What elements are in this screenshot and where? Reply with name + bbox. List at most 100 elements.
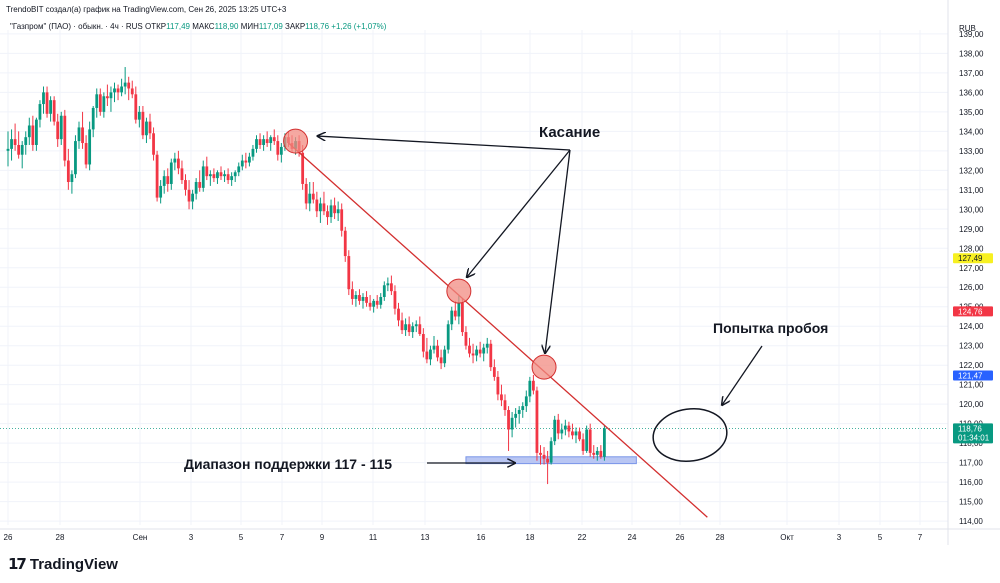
candle-body [592, 452, 596, 455]
x-tick-label: 24 [628, 533, 637, 542]
y-tick-label: 135,00 [959, 108, 984, 117]
close-value: 118,76 [305, 22, 330, 31]
candle-body [560, 429, 564, 434]
candle-body [31, 125, 35, 145]
price-axis[interactable]: RUB114,00115,00116,00117,00118,00119,001… [947, 0, 993, 545]
candle-body [223, 174, 226, 177]
candle-body [141, 111, 145, 136]
candle-body [489, 343, 493, 368]
candle-body [35, 119, 38, 145]
price-label-box [953, 423, 993, 444]
candle-body [240, 160, 244, 167]
y-tick-label: 121,00 [959, 381, 984, 390]
tradingview-logo[interactable]: 17 TradingView [8, 555, 118, 573]
candle-body [492, 367, 496, 377]
touch-annotation: Касание [539, 124, 600, 141]
candle-body [120, 86, 123, 93]
candle-body [233, 172, 237, 177]
candle-body [588, 429, 592, 453]
candle-body [95, 94, 99, 108]
candle-body [248, 156, 251, 163]
candle-body [6, 148, 10, 151]
y-tick-label: 128,00 [959, 244, 984, 253]
y-tick-label: 124,00 [959, 322, 984, 331]
x-tick-label: 28 [56, 533, 65, 542]
price-label-box [953, 370, 993, 381]
low-value: 117,09 [258, 22, 283, 31]
candle-body [375, 300, 379, 305]
candle-body [418, 324, 422, 335]
resistance-trendline [288, 142, 708, 518]
candle-body [169, 162, 173, 184]
candle-body [49, 100, 52, 114]
candle-body [159, 185, 163, 198]
touch-arrow [467, 149, 571, 277]
candle-body [106, 96, 109, 99]
y-tick-label: 126,00 [959, 283, 984, 292]
high-label: МАКС [192, 22, 215, 31]
candle-body [532, 380, 535, 391]
support-annotation: Диапазон поддержки 117 - 115 [184, 456, 392, 472]
candle-body [539, 452, 542, 455]
touch-arrow [318, 136, 571, 151]
candle-body [63, 115, 67, 161]
candle-body [279, 146, 283, 155]
open-value: 117,49 [166, 22, 190, 31]
y-tick-label: 118,00 [959, 439, 983, 448]
candle-body [503, 400, 507, 411]
candle-body [134, 94, 138, 120]
currency-label: RUB [959, 24, 976, 33]
candle-body [574, 431, 578, 436]
candle-body [567, 425, 571, 432]
candle-body [599, 450, 603, 457]
candle-body [581, 439, 585, 451]
x-tick-label: Сен [133, 533, 148, 542]
time-axis[interactable]: 26 28 Сен 3 5 7 9 11 13 16 18 22 24 26 28 Окт 3 5 7 [0, 528, 1000, 542]
x-tick-label: 5 [239, 533, 244, 542]
price-label-timer: 01:34:01 [958, 433, 990, 442]
candle-body [390, 283, 393, 292]
open-label: ОТКР [145, 22, 167, 31]
x-tick-label: 11 [369, 533, 378, 542]
candle-body [421, 334, 425, 352]
candle-body [127, 82, 131, 89]
candle-body [386, 283, 390, 286]
candle-body [13, 139, 17, 145]
candle-body [450, 310, 454, 325]
candle-body [578, 431, 581, 440]
candle-body [414, 324, 418, 327]
y-tick-label: 138,00 [959, 49, 984, 58]
x-tick-label: 26 [4, 533, 13, 542]
candle-body [52, 100, 56, 122]
candle-body [24, 137, 28, 145]
candle-body [336, 209, 340, 214]
trendline-layer [283, 128, 708, 518]
candle-body [372, 300, 376, 307]
tradingview-brand: TradingView [29, 555, 118, 573]
candle-body [184, 180, 187, 190]
candle-body [524, 396, 528, 407]
candle-body [485, 343, 489, 348]
candle-body [237, 166, 241, 173]
candle-body [340, 209, 344, 231]
x-tick-label: 3 [189, 533, 194, 542]
candle-body [553, 419, 557, 442]
candle-body [230, 176, 234, 181]
candle-body [404, 324, 407, 331]
y-tick-label: 117,00 [959, 459, 983, 468]
y-tick-label: 134,00 [959, 127, 984, 136]
annotations: Касание Попытка пробоя Диапазон поддержки … [184, 124, 828, 472]
candle-body [379, 296, 383, 305]
x-tick-label: 5 [878, 533, 883, 542]
candle-body [244, 160, 248, 163]
candle-body [145, 121, 148, 136]
candle-body [109, 92, 113, 99]
y-tick-label: 116,00 [959, 478, 983, 487]
candle-body [407, 324, 411, 333]
candle-body [429, 349, 432, 360]
y-tick-label: 122,00 [959, 361, 984, 370]
candle-body [461, 302, 464, 333]
change-value: +1,26 (+1,07%) [331, 22, 387, 31]
candle-body [432, 345, 436, 350]
